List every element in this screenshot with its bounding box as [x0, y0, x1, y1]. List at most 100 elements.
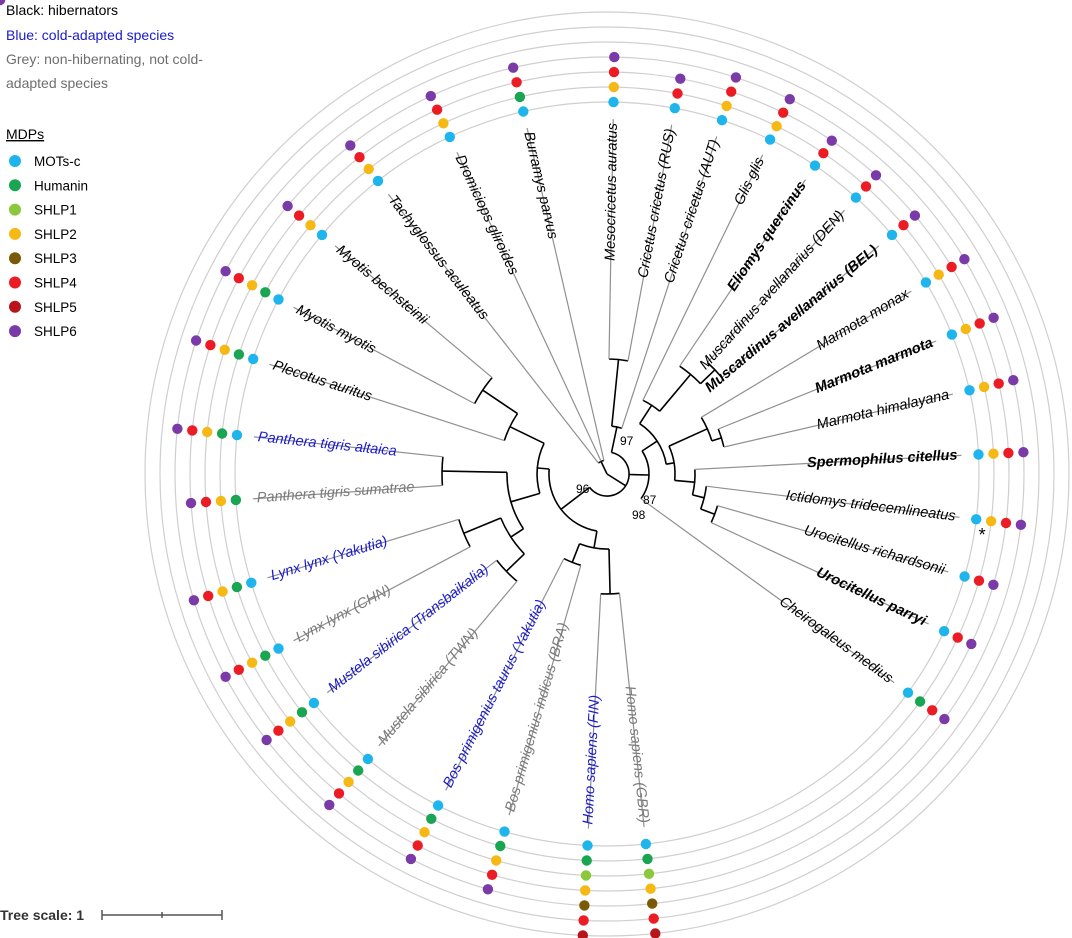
tree-branch-0 — [606, 473, 627, 487]
mdp-dot-2-mots-c — [716, 115, 728, 126]
mdp-dot-27-shlp4 — [293, 210, 305, 221]
tip-line-12 — [717, 505, 949, 573]
tree-branch-44 — [463, 517, 502, 535]
tip-line-14 — [640, 498, 895, 684]
mdp-dot-13-shlp6 — [966, 638, 977, 650]
tree-branch-8 — [641, 440, 658, 452]
tree-branch-32 — [608, 548, 611, 595]
mdp-dot-20-shlp4 — [273, 725, 284, 736]
mdp-dot-17-shlp2 — [491, 855, 502, 866]
mdp-dot-2-shlp6 — [730, 72, 742, 83]
mdp-dot-18-shlp2 — [419, 827, 430, 838]
mdp-dot-25-shlp2 — [219, 344, 230, 355]
mdp-dot-24-humanin — [216, 428, 228, 439]
tree-branch-22 — [674, 479, 695, 483]
tip-line-10 — [694, 454, 962, 470]
tip-line-16 — [587, 593, 602, 829]
species-label-26: Myotis myotis — [293, 302, 378, 357]
mdp-dot-3-mots-c — [764, 134, 776, 145]
mdp-dot-22-mots-c — [246, 577, 257, 588]
mdp-dot-8-shlp4 — [974, 318, 985, 329]
mdp-legend-dot-shlp2 — [9, 227, 21, 240]
mdp-dot-1-mots-c — [669, 103, 680, 114]
tree-arc-39 — [506, 472, 525, 530]
mdp-dot-15-shlp5 — [650, 928, 661, 938]
tree-arc-11 — [642, 399, 661, 412]
tree-arc-31 — [579, 543, 610, 550]
mdp-ring-6 — [159, 26, 1055, 922]
mdp-dot-26-shlp2 — [246, 280, 258, 291]
mdp-dot-11-mots-c — [971, 514, 982, 525]
mdp-dot-18-mots-c — [432, 800, 444, 811]
species-label-0: Mesocricetus auratus — [603, 123, 621, 261]
mdp-dot-16-shlp4 — [578, 915, 589, 926]
mdp-dot-8-mots-c — [946, 329, 958, 340]
mdp-dot-30-humanin — [514, 91, 526, 103]
mdp-dot-15-mots-c — [640, 838, 652, 850]
mdp-dot-16-mots-c — [582, 840, 593, 851]
mdp-dot-28-shlp4 — [354, 152, 365, 163]
tip-line-3 — [642, 154, 764, 401]
mdp-dot-9-shlp2 — [978, 381, 990, 393]
mdp-dot-7-shlp6 — [959, 254, 970, 265]
mdp-dot-7-shlp2 — [933, 269, 944, 280]
tree-arc-41 — [500, 517, 525, 555]
mdp-legend-dot-humanin — [9, 179, 21, 192]
tip-line-18 — [445, 558, 565, 791]
mdp-legend-label-shlp1: SHLP1 — [34, 203, 77, 218]
tree-arc-7 — [640, 450, 650, 500]
mdp-dot-14-mots-c — [902, 687, 914, 698]
species-label-13: Urocitellus parryi — [814, 564, 930, 629]
tree-branch-48 — [509, 425, 545, 445]
tree-arc-13 — [679, 365, 702, 385]
mdp-dot-30-shlp4 — [511, 77, 522, 88]
tree-branch-46 — [441, 470, 508, 474]
tree-arc-37 — [536, 442, 545, 494]
tree-branch-20 — [711, 437, 722, 442]
mdp-dot-8-shlp6 — [988, 312, 999, 323]
mdp-ring-4 — [189, 56, 1025, 892]
mdp-dot-9-shlp6 — [1008, 375, 1019, 386]
mdp-dot-16-shlp6 — [0, 0, 6, 6]
asterisk-marker: * — [979, 525, 986, 545]
mdp-legend-dot-shlp3 — [9, 252, 21, 265]
mdp-dot-16-shlp1 — [580, 870, 592, 881]
mdp-dot-15-humanin — [642, 853, 653, 865]
mdp-dot-22-shlp4 — [203, 590, 214, 602]
tree-branch-28 — [560, 486, 591, 510]
mdp-dot-3-shlp4 — [778, 107, 789, 118]
mdp-dot-24-shlp4 — [187, 425, 198, 436]
tree-branch-10 — [639, 404, 653, 425]
mdp-dot-3-shlp2 — [771, 121, 782, 132]
tip-line-25 — [269, 363, 505, 442]
tip-line-20 — [326, 559, 498, 694]
mdp-dot-5-shlp4 — [860, 181, 872, 192]
mdp-dot-7-mots-c — [920, 277, 932, 288]
species-label-10: Spermophilus citellus — [807, 447, 958, 471]
mdp-dot-18-shlp4 — [412, 840, 423, 851]
mdp-dot-0-shlp4 — [608, 66, 620, 78]
mdp-dot-22-humanin — [231, 581, 243, 593]
tree-branch-36 — [537, 467, 550, 470]
mdp-dot-15-shlp3 — [647, 898, 658, 909]
tree-branch-40 — [510, 528, 524, 538]
tree-branch-42 — [505, 553, 525, 572]
mdp-dot-23-shlp6 — [185, 497, 197, 509]
mdp-dot-21-shlp4 — [233, 664, 244, 675]
mdp-dot-20-mots-c — [308, 697, 320, 709]
species-label-18: Bos primigenius taurus (Yakutia) — [440, 597, 549, 790]
species-label-30: Burramys parvus — [520, 130, 560, 240]
mdp-dot-19-mots-c — [362, 753, 374, 765]
species-label-23: Panthera tigris sumatrae — [256, 479, 415, 506]
mdp-ring-2 — [219, 86, 995, 862]
mdp-legend-label-shlp2: SHLP2 — [34, 227, 77, 242]
mdp-dot-6-shlp4 — [898, 220, 909, 231]
mdp-dot-2-shlp4 — [726, 86, 737, 97]
tree-branch-24 — [692, 494, 705, 499]
mdp-dot-11-shlp2 — [985, 516, 997, 527]
tip-line-6 — [721, 245, 880, 379]
mdp-dot-13-shlp4 — [952, 632, 963, 643]
tree-arc-47 — [441, 456, 444, 486]
mdp-dot-23-shlp4 — [200, 496, 212, 508]
tip-line-19 — [378, 580, 518, 747]
